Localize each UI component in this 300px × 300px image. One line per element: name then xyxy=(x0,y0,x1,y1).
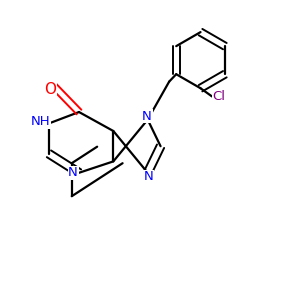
Text: N: N xyxy=(143,170,153,183)
Text: N: N xyxy=(142,110,152,123)
Text: N: N xyxy=(68,166,78,179)
Text: NH: NH xyxy=(31,115,50,128)
Text: Cl: Cl xyxy=(212,90,225,103)
Text: O: O xyxy=(44,82,56,97)
